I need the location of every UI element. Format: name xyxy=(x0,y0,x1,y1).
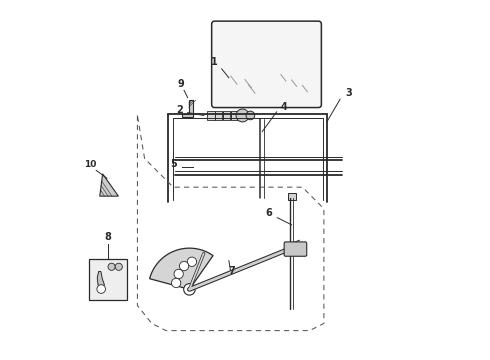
Polygon shape xyxy=(100,174,119,196)
Circle shape xyxy=(184,284,195,295)
Bar xyxy=(223,111,230,120)
Text: 1: 1 xyxy=(211,57,218,67)
Bar xyxy=(215,111,222,120)
Bar xyxy=(207,111,215,120)
Text: 4: 4 xyxy=(280,102,287,112)
Circle shape xyxy=(172,278,181,288)
Circle shape xyxy=(246,111,255,120)
Text: 10: 10 xyxy=(83,160,96,169)
FancyBboxPatch shape xyxy=(284,242,307,256)
Circle shape xyxy=(174,269,183,279)
Text: 2: 2 xyxy=(176,105,183,114)
Circle shape xyxy=(108,263,115,270)
Text: 8: 8 xyxy=(104,232,111,242)
Circle shape xyxy=(97,285,105,293)
Bar xyxy=(89,259,126,300)
Text: 3: 3 xyxy=(345,88,352,98)
Text: 9: 9 xyxy=(177,79,184,89)
Text: 5: 5 xyxy=(170,159,177,170)
Circle shape xyxy=(115,263,122,270)
Text: 6: 6 xyxy=(266,208,272,218)
Circle shape xyxy=(179,261,189,271)
Circle shape xyxy=(187,257,196,266)
Text: 7: 7 xyxy=(228,266,235,276)
FancyBboxPatch shape xyxy=(212,21,321,108)
Bar xyxy=(231,111,238,120)
Polygon shape xyxy=(97,271,104,289)
Polygon shape xyxy=(182,100,193,117)
Polygon shape xyxy=(149,248,213,289)
Circle shape xyxy=(236,109,249,122)
Bar xyxy=(288,193,296,200)
